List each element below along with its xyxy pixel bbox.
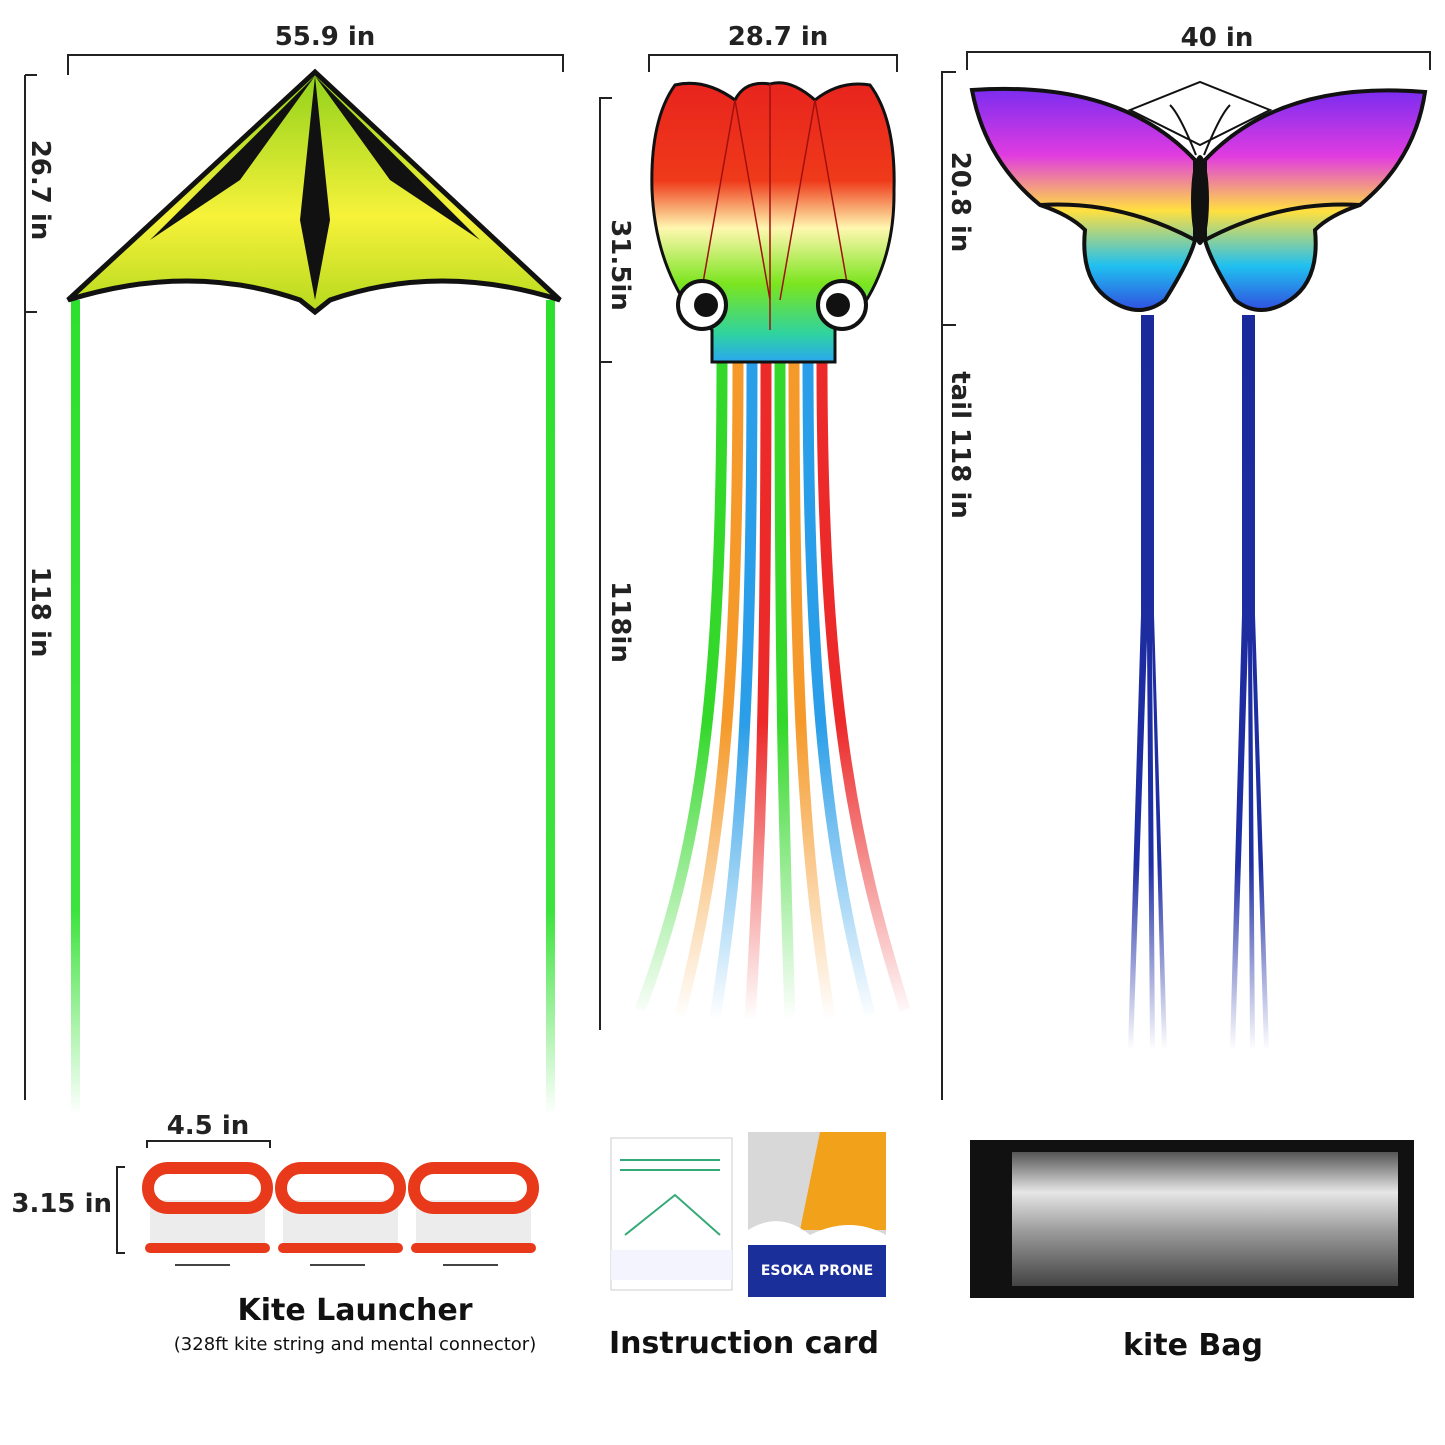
kite-launcher: 4.5 in 3.15 in Kite Launcher (328ft kite… xyxy=(11,1111,539,1355)
width-label: 4.5 in xyxy=(167,1111,250,1141)
brand-label: ESOKA PRONE xyxy=(761,1263,873,1279)
height-label: 3.15 in xyxy=(11,1189,112,1219)
height-label: 20.8 in xyxy=(945,152,975,253)
tail-label: 118in xyxy=(605,581,635,663)
delta-kite: 55.9 in 26.7 in 118 in xyxy=(24,22,564,1115)
butterfly-kite: 40 in 20.8 in tail 118 in xyxy=(941,23,1431,1100)
item-title: Instruction card xyxy=(609,1326,879,1361)
height-label: 31.5in xyxy=(605,219,635,311)
height-label: 26.7 in xyxy=(25,140,55,241)
width-label: 28.7 in xyxy=(728,22,829,52)
tail-label: tail 118 in xyxy=(945,371,975,519)
kite-bag: kite Bag xyxy=(970,1140,1414,1363)
width-label: 55.9 in xyxy=(275,22,376,52)
octopus-kite: 28.7 in 31.5in 118in xyxy=(599,22,911,1030)
item-title: kite Bag xyxy=(1123,1328,1263,1363)
tail-label: 118 in xyxy=(25,567,55,658)
item-caption: (328ft kite string and mental connector) xyxy=(174,1334,536,1355)
item-title: Kite Launcher xyxy=(237,1293,472,1328)
instruction-card: ESOKA PRONE Instruction card xyxy=(609,1132,886,1361)
width-label: 40 in xyxy=(1181,23,1254,53)
